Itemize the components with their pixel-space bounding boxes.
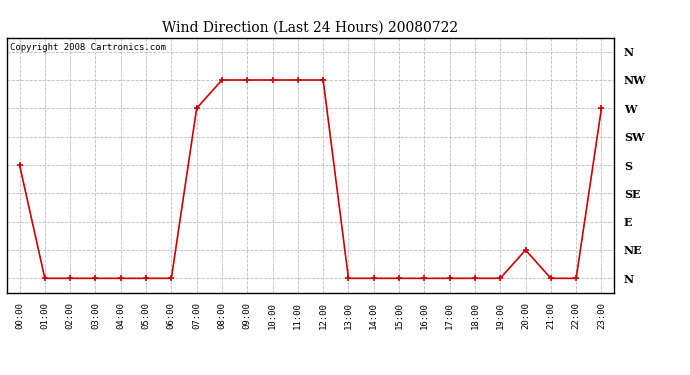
Title: Wind Direction (Last 24 Hours) 20080722: Wind Direction (Last 24 Hours) 20080722 — [162, 21, 459, 35]
Text: Copyright 2008 Cartronics.com: Copyright 2008 Cartronics.com — [10, 43, 166, 52]
